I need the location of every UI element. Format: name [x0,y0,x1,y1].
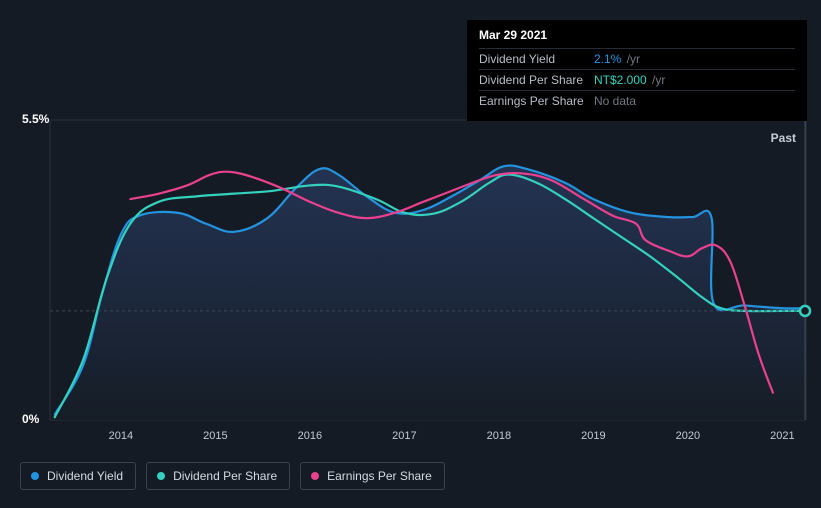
x-axis-tick: 2015 [203,430,227,442]
tooltip-row: Earnings Per ShareNo data [479,90,795,111]
tooltip-row: Dividend Per ShareNT$2.000 /yr [479,69,795,90]
legend-item-earnings_per_share[interactable]: Earnings Per Share [300,462,445,490]
x-axis-tick: 2016 [298,430,322,442]
legend-dot-icon [311,472,319,480]
dividend-chart: Mar 29 2021 Dividend Yield2.1% /yrDivide… [0,0,821,508]
tooltip-row-label: Dividend Per Share [479,73,594,87]
tooltip-row-value: No data [594,94,636,108]
tooltip-row-label: Earnings Per Share [479,94,594,108]
tooltip-row-value: 2.1% /yr [594,52,640,66]
legend-item-label: Dividend Yield [47,469,123,483]
x-axis-tick: 2017 [392,430,416,442]
tooltip-row: Dividend Yield2.1% /yr [479,48,795,69]
tooltip-row-label: Dividend Yield [479,52,594,66]
tooltip-date: Mar 29 2021 [479,28,795,46]
x-axis-tick: 2014 [109,430,133,442]
legend-item-label: Earnings Per Share [327,469,432,483]
legend-item-dividend_per_share[interactable]: Dividend Per Share [146,462,290,490]
legend-item-dividend_yield[interactable]: Dividend Yield [20,462,136,490]
legend-item-label: Dividend Per Share [173,469,277,483]
x-axis-tick: 2019 [581,430,605,442]
x-axis-tick: 2018 [487,430,511,442]
x-axis-tick: 2021 [770,430,794,442]
x-axis-tick: 2020 [676,430,700,442]
tooltip-row-value: NT$2.000 /yr [594,73,665,87]
legend-dot-icon [157,472,165,480]
chart-tooltip: Mar 29 2021 Dividend Yield2.1% /yrDivide… [467,20,807,121]
legend-dot-icon [31,472,39,480]
chart-legend: Dividend Yield Dividend Per Share Earnings… [20,462,445,490]
past-label: Past [771,131,796,145]
